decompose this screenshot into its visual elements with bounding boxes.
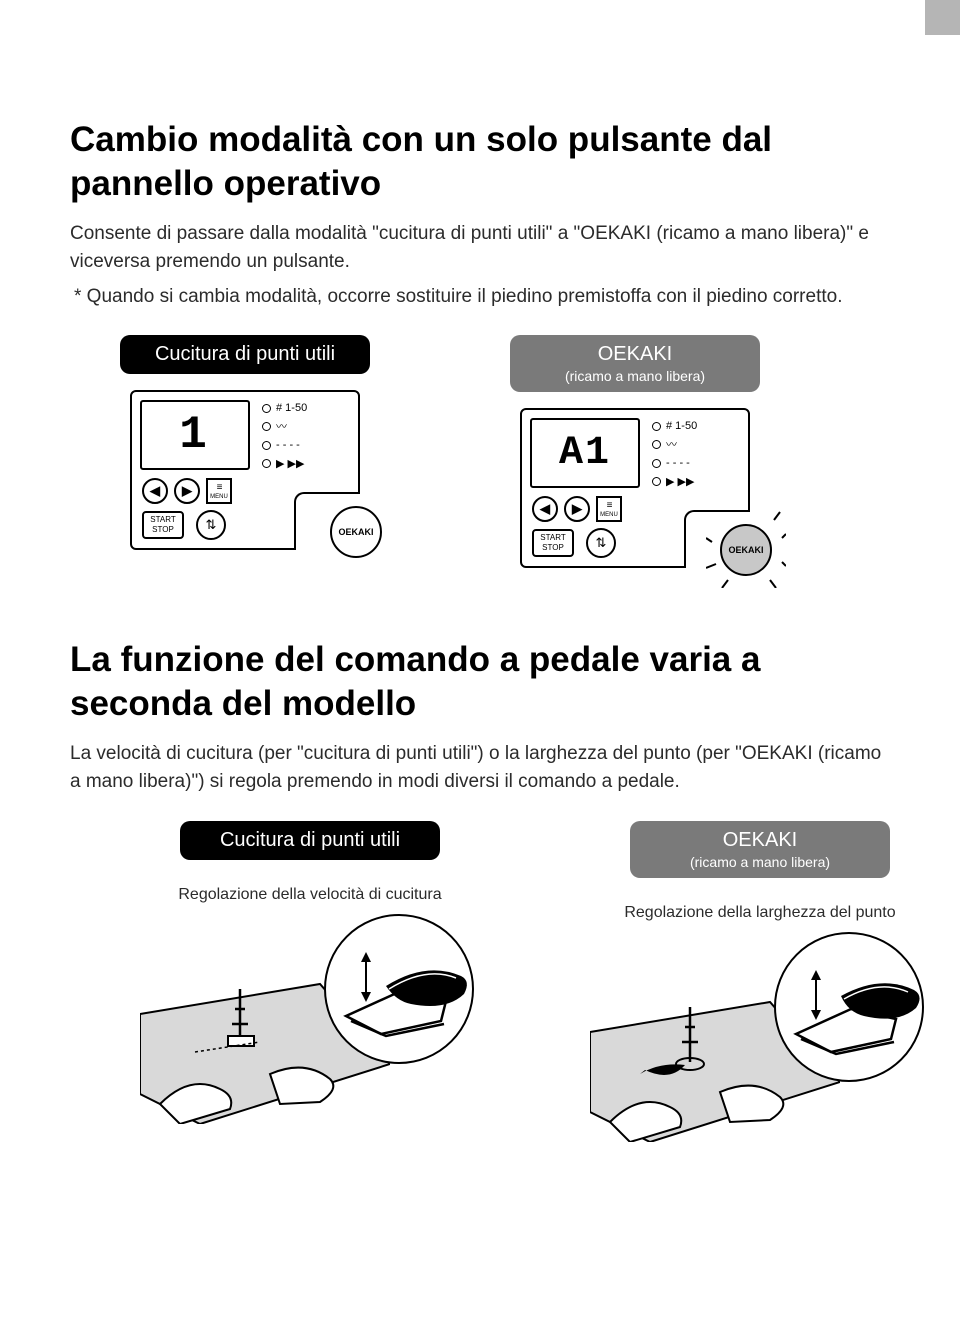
oekaki-button[interactable]: OEKAKI bbox=[330, 506, 382, 558]
bottom-row: STARTSTOP ⇅ bbox=[142, 510, 226, 540]
speed-icon: ▶ ▶▶ bbox=[666, 474, 694, 491]
section1-note: * Quando si cambia modalità, occorre sos… bbox=[70, 283, 890, 312]
section2: La funzione del comando a pedale varia a… bbox=[70, 638, 890, 1142]
dash-icon: - - - - bbox=[276, 437, 300, 454]
indicator-column: # 1-50 〰 - - - - ▶ ▶▶ bbox=[652, 418, 697, 492]
lower-row: Cucitura di punti utili Regolazione dell… bbox=[70, 821, 890, 1142]
caption-speed: Regolazione della velocità di cucitura bbox=[178, 886, 441, 904]
oekaki-mode-label: OEKAKI (ricamo a mano libera) bbox=[510, 335, 760, 392]
menu-button[interactable]: ≡MENU bbox=[206, 478, 232, 504]
section2-body: La velocità di cucitura (per "cucitura d… bbox=[70, 740, 890, 797]
range-label: # 1-50 bbox=[666, 418, 697, 435]
oekaki-pedal-column: OEKAKI (ricamo a mano libera) Regolazion… bbox=[590, 821, 930, 1142]
left-arrow-button[interactable]: ◀ bbox=[532, 496, 558, 522]
control-panel-oekaki: A1 # 1-50 〰 - - - - ▶ ▶▶ ◀ ▶ ≡MENU bbox=[520, 408, 750, 568]
pedal-detail-width bbox=[774, 932, 924, 1082]
section1-body: Consente di passare dalla modalità "cuci… bbox=[70, 220, 890, 277]
page-content: Cambio modalità con un solo pulsante dal… bbox=[0, 0, 960, 1142]
caption-width: Regolazione della larghezza del punto bbox=[624, 904, 895, 922]
needle-updown-button[interactable]: ⇅ bbox=[586, 528, 616, 558]
lcd-display-utility: 1 bbox=[140, 400, 250, 470]
range-label: # 1-50 bbox=[276, 400, 307, 417]
section1-title: Cambio modalità con un solo pulsante dal… bbox=[70, 118, 890, 206]
utility-mode-label-2: Cucitura di punti utili bbox=[180, 821, 440, 860]
start-stop-button[interactable]: STARTSTOP bbox=[142, 511, 184, 538]
panels-row: Cucitura di punti utili 1 # 1-50 〰 - - -… bbox=[70, 335, 890, 568]
nav-row: ◀ ▶ ≡MENU bbox=[532, 496, 622, 522]
left-arrow-button[interactable]: ◀ bbox=[142, 478, 168, 504]
utility-pedal-column: Cucitura di punti utili Regolazione dell… bbox=[140, 821, 480, 1142]
dash-icon: - - - - bbox=[666, 455, 690, 472]
utility-label-text: Cucitura di punti utili bbox=[140, 343, 350, 366]
section2-title: La funzione del comando a pedale varia a… bbox=[70, 638, 890, 726]
control-panel-utility: 1 # 1-50 〰 - - - - ▶ ▶▶ ◀ ▶ ≡MENU bbox=[130, 390, 360, 550]
illustration-speed bbox=[140, 914, 480, 1124]
oekaki-label-l1: OEKAKI bbox=[530, 343, 740, 366]
oekaki-column: OEKAKI (ricamo a mano libera) A1 # 1-50 … bbox=[510, 335, 760, 568]
oekaki-label-l2: (ricamo a mano libera) bbox=[530, 368, 740, 384]
start-stop-button[interactable]: STARTSTOP bbox=[532, 529, 574, 556]
utility-column: Cucitura di punti utili 1 # 1-50 〰 - - -… bbox=[120, 335, 370, 568]
utility-mode-label: Cucitura di punti utili bbox=[120, 335, 370, 374]
zigzag-icon: 〰 bbox=[276, 419, 287, 436]
right-arrow-button[interactable]: ▶ bbox=[174, 478, 200, 504]
lcd-display-oekaki: A1 bbox=[530, 418, 640, 488]
oekaki-button-active[interactable]: OEKAKI bbox=[720, 524, 772, 576]
corner-strip bbox=[925, 0, 960, 35]
menu-button[interactable]: ≡MENU bbox=[596, 496, 622, 522]
nav-row: ◀ ▶ ≡MENU bbox=[142, 478, 232, 504]
zigzag-icon: 〰 bbox=[666, 437, 677, 454]
indicator-column: # 1-50 〰 - - - - ▶ ▶▶ bbox=[262, 400, 307, 474]
needle-updown-button[interactable]: ⇅ bbox=[196, 510, 226, 540]
illustration-width bbox=[590, 932, 930, 1142]
right-arrow-button[interactable]: ▶ bbox=[564, 496, 590, 522]
bottom-row: STARTSTOP ⇅ bbox=[532, 528, 616, 558]
speed-icon: ▶ ▶▶ bbox=[276, 456, 304, 473]
pedal-detail-speed bbox=[324, 914, 474, 1064]
oekaki-mode-label-2: OEKAKI (ricamo a mano libera) bbox=[630, 821, 890, 878]
